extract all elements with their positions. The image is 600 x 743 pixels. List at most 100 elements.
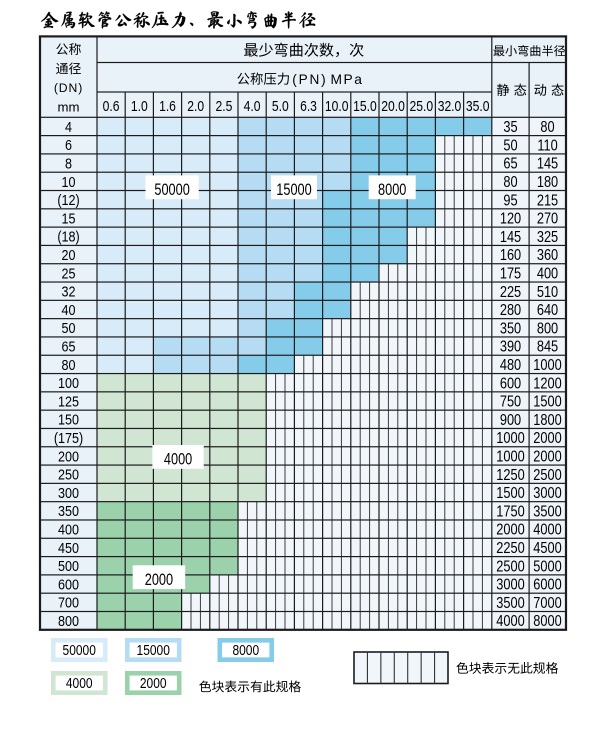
svg-text:400: 400 (58, 522, 79, 538)
svg-text:225: 225 (500, 284, 521, 302)
svg-text:480: 480 (500, 357, 521, 375)
svg-text:4000: 4000 (496, 613, 524, 631)
svg-text:1500: 1500 (533, 393, 561, 411)
svg-text:2.0: 2.0 (187, 98, 204, 114)
svg-text:1.0: 1.0 (131, 98, 148, 114)
svg-text:175: 175 (500, 265, 521, 283)
svg-text:2000: 2000 (145, 570, 173, 589)
svg-text:50: 50 (62, 320, 76, 336)
svg-text:20.0: 20.0 (381, 98, 405, 114)
svg-text:25: 25 (62, 265, 76, 281)
svg-text:(175): (175) (54, 430, 83, 446)
svg-text:4500: 4500 (533, 540, 561, 558)
svg-text:160: 160 (500, 247, 521, 265)
svg-text:700: 700 (58, 595, 79, 611)
svg-text:1200: 1200 (533, 375, 561, 393)
svg-text:3500: 3500 (533, 503, 561, 521)
svg-text:95: 95 (503, 192, 517, 210)
svg-text:400: 400 (537, 265, 558, 283)
svg-text:50000: 50000 (63, 642, 97, 659)
svg-text:1.6: 1.6 (159, 98, 176, 114)
svg-text:3000: 3000 (496, 576, 524, 594)
svg-text:360: 360 (537, 247, 558, 265)
svg-text:MPa: MPa (331, 72, 364, 87)
svg-text:110: 110 (537, 137, 557, 155)
svg-text:500: 500 (58, 558, 79, 574)
svg-text:640: 640 (537, 302, 558, 320)
svg-text:6: 6 (65, 137, 72, 153)
svg-text:2000: 2000 (496, 521, 524, 539)
svg-text:(DN): (DN) (54, 81, 83, 95)
svg-text:1250: 1250 (496, 467, 524, 485)
svg-text:15: 15 (62, 210, 76, 226)
svg-text:145: 145 (537, 155, 558, 173)
svg-text:10.0: 10.0 (325, 98, 349, 114)
svg-text:325: 325 (537, 229, 558, 247)
svg-text:750: 750 (500, 393, 521, 411)
svg-text:35.0: 35.0 (466, 98, 490, 114)
svg-text:1000: 1000 (496, 448, 524, 466)
svg-text:32: 32 (62, 284, 76, 300)
svg-text:15.0: 15.0 (353, 98, 377, 114)
svg-text:600: 600 (500, 375, 521, 393)
svg-text:8000: 8000 (232, 642, 259, 659)
svg-text:40: 40 (62, 302, 76, 318)
svg-text:800: 800 (537, 320, 558, 338)
svg-text:150: 150 (58, 412, 79, 428)
svg-text:270: 270 (537, 210, 558, 228)
svg-text:180: 180 (537, 174, 558, 192)
svg-text:1750: 1750 (496, 503, 524, 521)
svg-text:mm: mm (58, 99, 80, 114)
svg-text:100: 100 (58, 375, 79, 391)
svg-text:1800: 1800 (533, 412, 561, 430)
svg-text:1500: 1500 (496, 485, 524, 503)
svg-text:145: 145 (500, 229, 521, 247)
svg-text:15000: 15000 (276, 180, 311, 199)
svg-text:2000: 2000 (533, 448, 561, 466)
svg-text:3500: 3500 (496, 595, 524, 613)
svg-text:280: 280 (500, 302, 521, 320)
svg-text:250: 250 (58, 467, 79, 483)
svg-text:6.3: 6.3 (300, 98, 317, 114)
svg-text:0.6: 0.6 (103, 98, 120, 114)
svg-text:4000: 4000 (164, 450, 192, 469)
svg-text:350: 350 (58, 503, 79, 519)
svg-text:80: 80 (540, 119, 554, 137)
svg-text:120: 120 (500, 210, 521, 228)
svg-text:8: 8 (65, 156, 72, 172)
svg-text:(18): (18) (57, 229, 79, 245)
svg-text:900: 900 (500, 412, 521, 430)
svg-text:2000: 2000 (140, 675, 167, 692)
svg-text:200: 200 (58, 448, 79, 464)
svg-text:(12): (12) (57, 192, 79, 208)
svg-text:8000: 8000 (533, 613, 561, 631)
svg-text:450: 450 (58, 540, 79, 556)
svg-text:3000: 3000 (533, 485, 561, 503)
svg-text:4000: 4000 (66, 675, 93, 692)
svg-text:4.0: 4.0 (244, 98, 261, 114)
svg-text:1000: 1000 (533, 357, 561, 375)
svg-text:10: 10 (62, 174, 76, 190)
svg-text:845: 845 (537, 338, 558, 356)
svg-text:125: 125 (58, 393, 79, 409)
svg-text:50000: 50000 (154, 180, 189, 199)
svg-text:4: 4 (65, 119, 72, 135)
svg-text:32.0: 32.0 (438, 98, 462, 114)
svg-text:2500: 2500 (533, 467, 561, 485)
svg-text:510: 510 (537, 284, 558, 302)
svg-text:5.0: 5.0 (272, 98, 289, 114)
svg-text:300: 300 (58, 485, 79, 501)
svg-text:5000: 5000 (533, 558, 561, 576)
svg-text:2250: 2250 (496, 540, 524, 558)
svg-text:390: 390 (500, 338, 521, 356)
svg-text:15000: 15000 (137, 642, 171, 659)
svg-text:80: 80 (62, 357, 76, 373)
svg-text:65: 65 (62, 339, 76, 355)
svg-text:20: 20 (62, 247, 76, 263)
svg-text:65: 65 (503, 155, 517, 173)
svg-text:25.0: 25.0 (410, 98, 434, 114)
svg-text:4000: 4000 (533, 521, 561, 539)
svg-text:800: 800 (58, 613, 79, 629)
svg-text:2000: 2000 (533, 430, 561, 448)
svg-text:8000: 8000 (378, 180, 406, 199)
